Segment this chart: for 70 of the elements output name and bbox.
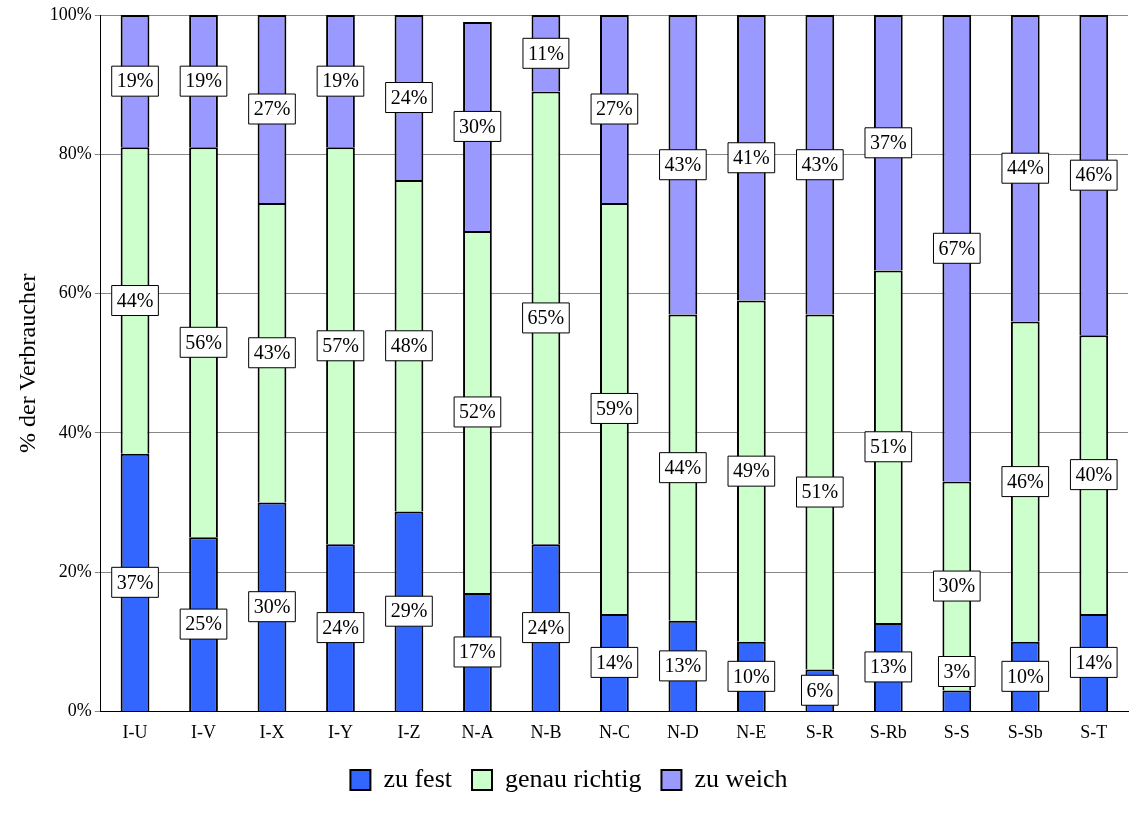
legend-label: zu weich [694,763,788,793]
y-tick-label: 60% [58,282,92,303]
data-label: 46% [1006,469,1044,492]
data-label: 24% [322,615,359,638]
data-label: 17% [459,640,496,663]
data-label: 29% [390,599,428,622]
x-tick-label: I-V [191,721,217,742]
data-label: 10% [1006,664,1044,687]
x-tick-label: N-B [530,721,562,742]
y-tick-label: 0% [67,700,92,721]
data-label: 30% [253,594,291,617]
data-label: 3% [943,659,971,682]
x-tick-label: S-Rb [869,721,907,742]
data-label: 44% [116,288,154,311]
x-tick-label: I-Z [397,721,421,742]
x-tick-label: I-Y [327,721,353,742]
x-tick-label: I-U [122,721,148,742]
x-tick-label: N-D [666,721,699,742]
data-label: 27% [253,97,291,120]
data-label: 56% [185,330,222,353]
data-label: 49% [733,459,770,482]
data-label: 14% [596,650,633,673]
data-label: 24% [527,615,565,638]
data-label: 37% [869,131,907,154]
x-tick-label: N-A [461,721,494,742]
y-axis-title: % der Verbraucher [13,273,40,453]
data-label: 51% [801,480,839,503]
data-label: 44% [664,455,702,478]
data-label: 30% [938,574,976,597]
x-tick-label: S-R [805,721,834,742]
y-tick-label: 20% [58,560,92,581]
x-tick-label: S-S [943,721,970,742]
data-label: 24% [390,85,428,108]
data-label: 41% [733,146,770,169]
data-label: 46% [1075,163,1113,186]
y-tick-label: 40% [58,421,92,442]
data-label: 6% [806,678,834,701]
data-label: 65% [527,306,565,329]
data-label: 37% [116,570,154,593]
data-label: 40% [1075,462,1113,485]
x-tick-label: N-C [598,721,630,742]
data-label: 25% [185,612,222,635]
y-tick-label: 100% [49,3,92,24]
data-label: 27% [596,97,633,120]
data-label: 57% [322,334,359,357]
data-label: 43% [664,152,702,175]
data-label: 19% [116,69,154,92]
x-tick-label: S-Sb [1007,721,1043,742]
x-tick-label: N-E [736,721,767,742]
data-label: 59% [596,396,633,419]
data-label: 13% [664,654,702,677]
data-label: 19% [185,69,222,92]
data-label: 51% [869,435,907,458]
data-label: 44% [1006,156,1044,179]
x-tick-label: S-T [1080,721,1108,742]
y-tick-label: 80% [58,143,92,164]
data-label: 10% [733,664,770,687]
data-label: 52% [459,400,496,423]
data-label: 13% [869,655,907,678]
data-label: 43% [801,152,839,175]
x-tick-label: I-X [259,721,285,742]
legend-label: genau richtig [505,763,642,793]
data-label: 30% [459,114,496,137]
data-label: 48% [390,334,428,357]
data-label: 67% [938,236,976,259]
data-label: 19% [322,69,359,92]
data-label: 43% [253,341,291,363]
data-label: 14% [1075,650,1113,673]
data-label: 11% [527,41,564,64]
legend-label: zu fest [383,763,453,793]
